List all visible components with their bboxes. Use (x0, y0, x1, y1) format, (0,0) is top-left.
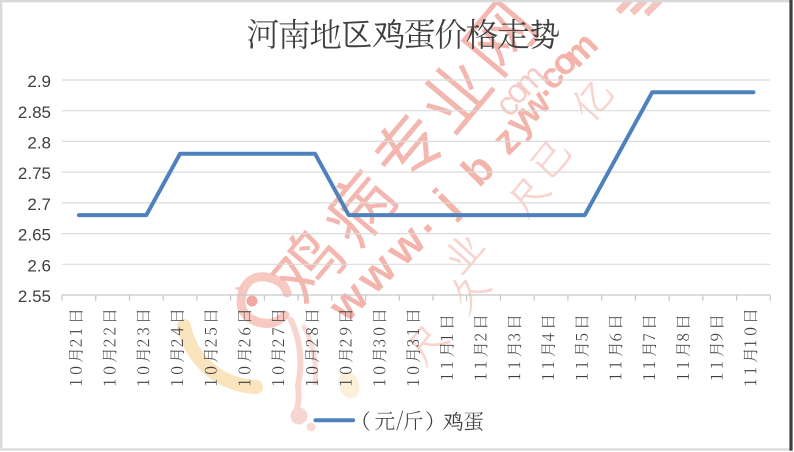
svg-text:2.6: 2.6 (27, 256, 51, 275)
svg-text:2.9: 2.9 (27, 72, 51, 91)
svg-text:2.8: 2.8 (27, 134, 51, 153)
svg-text:2.85: 2.85 (18, 103, 51, 122)
svg-text:2.65: 2.65 (18, 226, 51, 245)
svg-text:2.7: 2.7 (27, 195, 51, 214)
svg-text:2.75: 2.75 (18, 164, 51, 183)
svg-text:2.55: 2.55 (18, 287, 51, 306)
